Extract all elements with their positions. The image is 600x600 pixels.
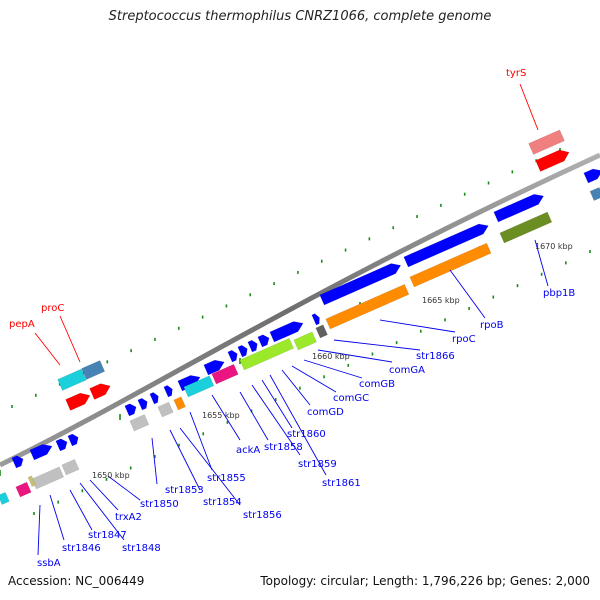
label-leaders bbox=[34, 83, 549, 556]
gene-label-str1847[interactable]: str1847 bbox=[88, 530, 127, 541]
genome-backbone bbox=[0, 152, 600, 468]
ruler-label-1650: 1650 kbp bbox=[92, 471, 130, 480]
cds-forward-2[interactable] bbox=[55, 438, 68, 452]
gene-label-comGC[interactable]: comGC bbox=[333, 393, 369, 404]
cds-forward-7[interactable] bbox=[163, 385, 173, 398]
cds-forward-4[interactable] bbox=[124, 403, 137, 417]
genome-summary-text: Topology: circular; Length: 1,796,226 bp… bbox=[260, 574, 590, 588]
ruler-label-1660: 1660 kbp bbox=[312, 352, 350, 361]
gene-feature-8[interactable] bbox=[239, 337, 294, 371]
gene-label-str1859[interactable]: str1859 bbox=[298, 459, 337, 470]
gene-label-proC[interactable]: proC bbox=[41, 303, 64, 314]
gene-feature-12[interactable] bbox=[409, 242, 492, 288]
cds-forward-11[interactable] bbox=[237, 344, 248, 358]
cds-forward-19[interactable] bbox=[583, 168, 600, 184]
cds-forward-5[interactable] bbox=[137, 397, 148, 411]
cds-forward-18[interactable] bbox=[493, 193, 545, 223]
gene-feature-7[interactable] bbox=[211, 363, 239, 385]
gene-feature-9[interactable] bbox=[293, 331, 317, 351]
gene-label-str1858[interactable]: str1858 bbox=[264, 442, 303, 453]
gene-feature-proC-steel[interactable] bbox=[81, 360, 106, 380]
gene-feature-pepA-red[interactable] bbox=[65, 392, 91, 411]
gene-feature-1[interactable] bbox=[31, 466, 65, 490]
gene-feature-13[interactable] bbox=[499, 211, 553, 244]
ruler-label-1670: 1670 kbp bbox=[535, 242, 573, 251]
ruler-label-1665: 1665 kbp bbox=[422, 296, 460, 305]
cds-forward-1[interactable] bbox=[29, 444, 53, 461]
gene-feature-proC-red[interactable] bbox=[89, 383, 111, 400]
gene-label-str1855[interactable]: str1855 bbox=[207, 473, 246, 484]
gene-label-pbp1B[interactable]: pbp1B bbox=[543, 288, 575, 299]
gene-feature-tyrS-pink[interactable] bbox=[528, 129, 565, 155]
gene-feature-edge-cyan[interactable] bbox=[0, 491, 10, 505]
gene-feature-khaki[interactable] bbox=[27, 475, 37, 487]
gene-label-rpoB[interactable]: rpoB bbox=[480, 320, 504, 331]
gene-label-trxA2[interactable]: trxA2 bbox=[115, 512, 142, 523]
ruler-ticks bbox=[0, 148, 600, 515]
gene-label-comGD[interactable]: comGD bbox=[307, 407, 344, 418]
gene-feature-3[interactable] bbox=[129, 414, 150, 432]
cds-forward-6[interactable] bbox=[149, 392, 159, 405]
cds-forward-12[interactable] bbox=[247, 339, 258, 353]
gene-label-str1860[interactable]: str1860 bbox=[287, 429, 326, 440]
cds-forward-13[interactable] bbox=[257, 334, 270, 348]
gene-label-str1850[interactable]: str1850 bbox=[140, 499, 179, 510]
gene-feature-tyrS-red[interactable] bbox=[535, 149, 570, 172]
cds-forward-3[interactable] bbox=[67, 433, 79, 447]
page-title: Streptococcus thermophilus CNRZ1066, com… bbox=[108, 9, 492, 24]
cds-forward-15[interactable] bbox=[311, 313, 320, 326]
gene-label-str1861[interactable]: str1861 bbox=[322, 478, 361, 489]
cds-forward-10[interactable] bbox=[227, 349, 238, 363]
gene-feature-edge-steel[interactable] bbox=[589, 187, 600, 201]
gene-label-str1846[interactable]: str1846 bbox=[62, 543, 101, 554]
gene-feature-4[interactable] bbox=[157, 401, 174, 418]
gene-label-comGB[interactable]: comGB bbox=[359, 379, 395, 390]
cds-forward-16[interactable] bbox=[319, 263, 402, 306]
gene-label-comGA[interactable]: comGA bbox=[389, 365, 425, 376]
gene-label-ssbA[interactable]: ssbA bbox=[37, 558, 61, 569]
gene-features bbox=[0, 129, 600, 505]
accession-text: Accession: NC_006449 bbox=[8, 574, 145, 588]
gene-label-ackA[interactable]: ackA bbox=[236, 445, 260, 456]
cds-forward-9[interactable] bbox=[203, 359, 225, 376]
gene-feature-5[interactable] bbox=[173, 396, 186, 411]
gene-label-str1848[interactable]: str1848 bbox=[122, 543, 161, 554]
gene-label-str1853[interactable]: str1853 bbox=[165, 485, 204, 496]
ruler-label-1655: 1655 kbp bbox=[202, 411, 240, 420]
gene-label-tyrS[interactable]: tyrS bbox=[506, 68, 526, 79]
gene-label-pepA[interactable]: pepA bbox=[9, 319, 35, 330]
gene-label-str1854[interactable]: str1854 bbox=[203, 497, 242, 508]
gene-feature-pepA-cyan[interactable] bbox=[57, 368, 87, 391]
cds-forward-14[interactable] bbox=[269, 321, 304, 343]
gene-feature-6[interactable] bbox=[183, 375, 215, 398]
gene-feature-2[interactable] bbox=[61, 458, 80, 476]
gene-label-str1866[interactable]: str1866 bbox=[416, 351, 455, 362]
gene-feature-11[interactable] bbox=[325, 284, 410, 330]
gene-label-rpoC[interactable]: rpoC bbox=[452, 334, 476, 345]
gene-label-str1856[interactable]: str1856 bbox=[243, 510, 282, 521]
gene-feature-10[interactable] bbox=[315, 324, 328, 339]
cds-forward-17[interactable] bbox=[403, 223, 489, 268]
gene-feature-0[interactable] bbox=[15, 481, 32, 498]
cds-forward-0[interactable] bbox=[11, 455, 24, 469]
